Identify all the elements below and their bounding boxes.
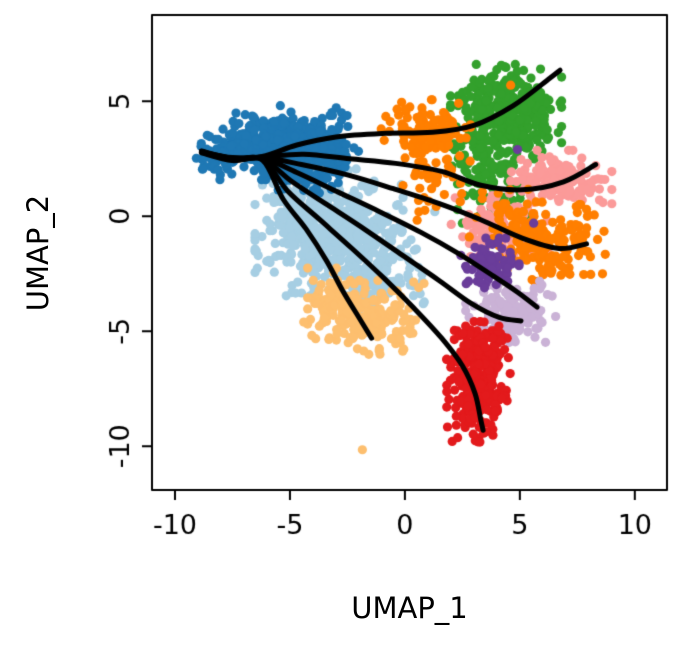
y-axis-label: UMAP_2 xyxy=(21,194,55,312)
x-axis-label: UMAP_1 xyxy=(351,591,468,625)
